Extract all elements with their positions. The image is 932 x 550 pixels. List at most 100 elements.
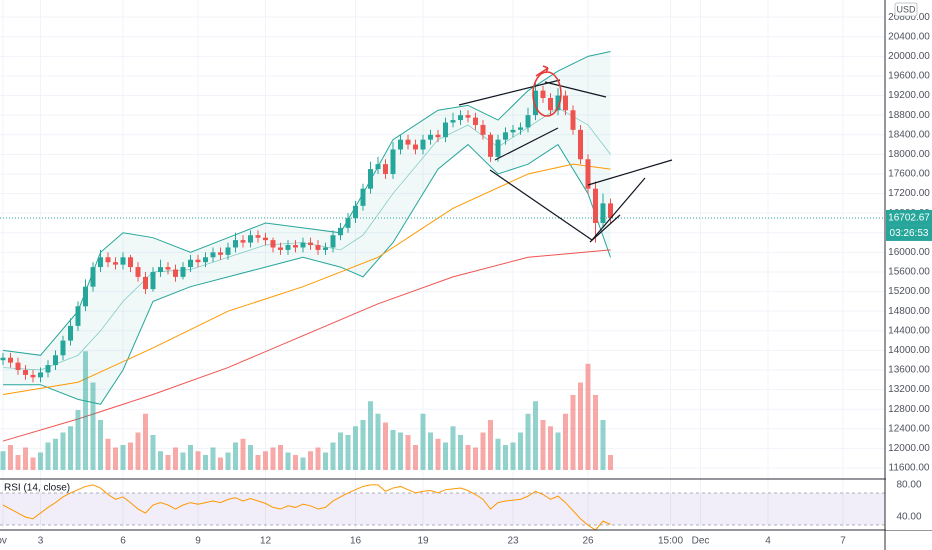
candle-body: [555, 95, 561, 111]
volume-bar: [383, 422, 388, 470]
candle-body: [75, 306, 81, 326]
volume-bar: [90, 382, 96, 470]
candle-body: [23, 369, 28, 375]
volume-bar: [435, 438, 441, 470]
volume-bar: [488, 420, 493, 470]
volume-bar: [518, 432, 523, 470]
candle-body: [323, 247, 328, 250]
moving-average: [2, 249, 611, 442]
rsi-line: [2, 484, 611, 531]
volume-bar: [278, 445, 283, 470]
volume-bar: [105, 438, 111, 470]
trendline: [458, 79, 561, 106]
y-tick-label: 12400.00: [888, 423, 930, 434]
candle-body: [330, 235, 336, 248]
y-tick-label: 17600.00: [888, 169, 930, 180]
candle-body: [60, 340, 66, 356]
candle-body: [278, 247, 283, 250]
y-tick-label: 18000.00: [888, 149, 930, 160]
candle-body: [270, 240, 276, 248]
volume-bar: [525, 413, 531, 470]
volume-bar: [270, 447, 276, 470]
candle-body: [30, 374, 36, 378]
candle-body: [375, 164, 381, 170]
volume-bar: [75, 410, 81, 470]
candle-body: [158, 267, 163, 272]
countdown-label: 03:26:53: [890, 228, 929, 239]
volume-bar: [45, 442, 51, 470]
candle-body: [233, 240, 238, 248]
volume-bar: [398, 432, 403, 470]
volume-bar: [503, 445, 508, 470]
volume-bar: [608, 455, 613, 470]
x-tick-label: 9: [195, 536, 201, 547]
volume-bar: [548, 426, 553, 470]
candle-body: [248, 235, 253, 243]
x-tick-label: 12: [260, 536, 272, 547]
volume-bar: [360, 420, 366, 470]
candle-body: [585, 159, 591, 189]
marks: [0, 50, 885, 531]
last-price-label: 16702.67: [888, 213, 930, 224]
candle-body: [578, 129, 583, 160]
volume-bar: [585, 363, 591, 470]
trendline: [489, 169, 593, 241]
volume-bar: [420, 413, 426, 470]
volume-bar: [375, 413, 381, 470]
rsi-tick-label: 80.00: [896, 479, 921, 490]
volume-bar: [210, 447, 216, 470]
currency-box[interactable]: [894, 2, 918, 17]
candle-body: [143, 276, 148, 290]
candle-body: [428, 134, 433, 140]
volume-bar: [263, 451, 268, 470]
bollinger-lower: [3, 143, 611, 405]
candle-body: [180, 267, 186, 277]
y-tick-label: 19600.00: [888, 71, 930, 82]
trendline: [591, 177, 646, 241]
candle-body: [128, 257, 133, 268]
volume-bar: [465, 445, 471, 470]
x-tick-label: 23: [507, 536, 519, 547]
candle-body: [608, 203, 613, 219]
volume-bar: [120, 445, 126, 470]
candle-body: [203, 257, 208, 263]
rsi-label[interactable]: RSI (14, close): [4, 483, 70, 494]
volume-bar: [128, 442, 133, 470]
volume-bar: [353, 426, 358, 470]
candle-body: [83, 286, 88, 307]
bollinger-upper: [2, 50, 611, 356]
candle-body: [473, 117, 478, 125]
volume-bar: [255, 455, 261, 470]
trendline: [589, 214, 621, 243]
volume-bar: [150, 435, 156, 470]
candle-body: [420, 139, 426, 150]
y-tick-label: 15200.00: [888, 286, 930, 297]
y-tick-label: 13600.00: [888, 365, 930, 376]
candle-body: [413, 144, 418, 150]
trendline: [587, 159, 673, 186]
x-tick-label: 3: [38, 536, 44, 547]
candle-body: [368, 169, 373, 189]
volume-bar: [428, 432, 433, 470]
currency[interactable]: USD: [896, 4, 916, 14]
candle-body: [135, 267, 141, 277]
y-tick-label: 16000.00: [888, 247, 930, 258]
volume-bar: [413, 445, 418, 470]
moving-average: [2, 163, 611, 395]
volume-bar: [570, 395, 576, 470]
x-tick-label: 19: [417, 536, 429, 547]
y-tick-label: 18400.00: [888, 129, 930, 140]
y-tick-label: 20800.00: [888, 12, 930, 23]
countdown-box: [886, 225, 932, 241]
volume-bar: [443, 442, 448, 470]
volume-bar: [240, 438, 246, 470]
candle-body: [98, 257, 103, 268]
volume-bar: [480, 432, 486, 470]
candle-body: [405, 139, 411, 145]
volume-bar: [180, 452, 186, 470]
volume-bar: [458, 435, 463, 470]
candle-body: [53, 355, 58, 366]
candle-body: [540, 90, 546, 99]
y-tick-label: 20400.00: [888, 31, 930, 42]
volume-bar: [495, 438, 501, 470]
